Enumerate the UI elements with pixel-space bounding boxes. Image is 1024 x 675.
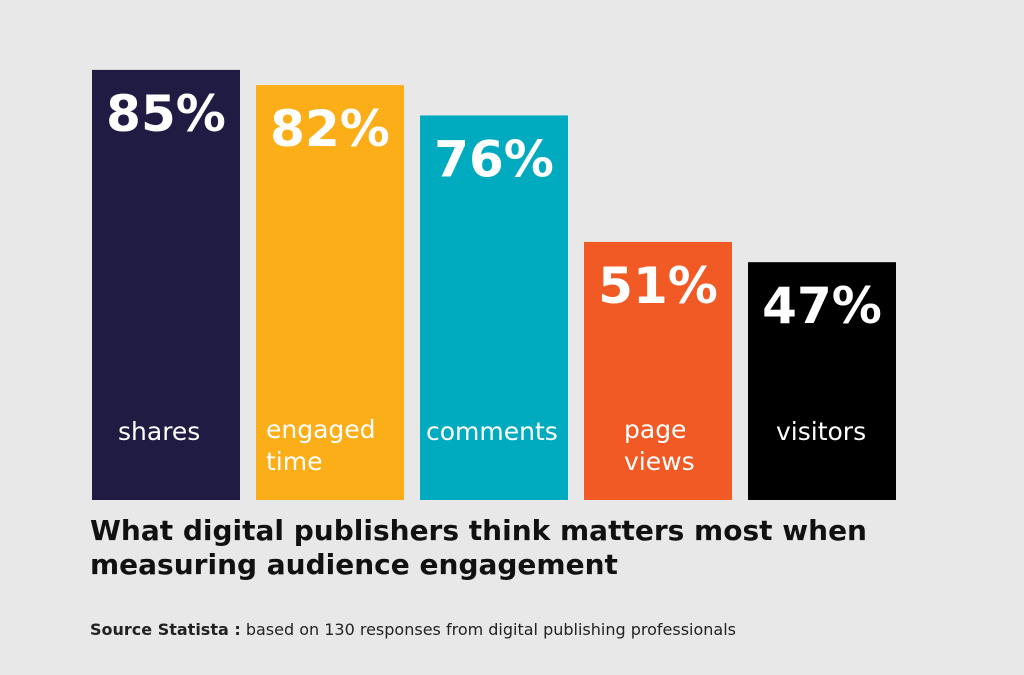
category-label: engaged time (266, 415, 376, 476)
category-label: page views (624, 415, 695, 476)
chart-title: What digital publishers think matters mo… (90, 514, 867, 581)
bar-engaged-time (256, 85, 404, 500)
source-label: Source Statista : (90, 620, 241, 639)
source-line: Source Statista : based on 130 responses… (90, 620, 736, 639)
category-label: shares (118, 417, 200, 446)
value-label: 76% (434, 130, 554, 188)
value-label: 51% (598, 257, 718, 315)
category-label: comments (426, 417, 558, 446)
bar-shares (92, 69, 240, 501)
value-label: 85% (106, 85, 226, 143)
bar-comments (420, 115, 568, 500)
value-label: 82% (270, 100, 390, 158)
bar-page-views (584, 241, 732, 500)
source-text: based on 130 responses from digital publ… (240, 620, 737, 639)
value-label: 47% (762, 277, 882, 335)
bar-visitors (748, 262, 896, 500)
category-label: visitors (776, 417, 866, 446)
